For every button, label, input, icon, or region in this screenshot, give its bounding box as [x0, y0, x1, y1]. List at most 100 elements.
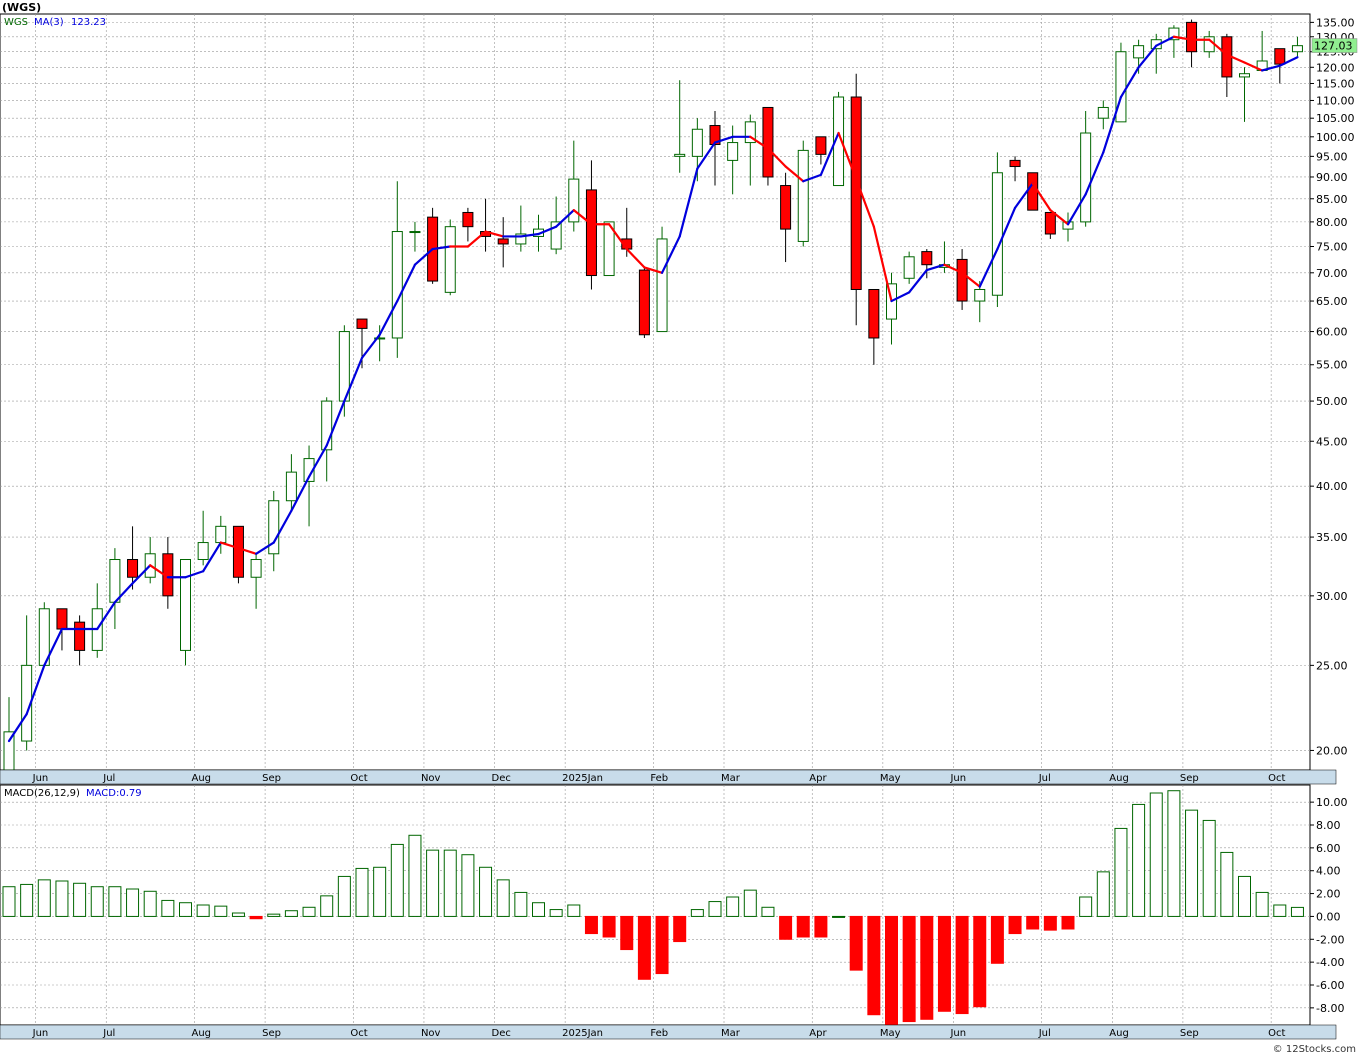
candle-body — [1080, 132, 1092, 223]
ma3-segment — [908, 268, 928, 294]
candle-body — [691, 128, 703, 157]
candle — [638, 267, 650, 338]
candle-body — [180, 559, 191, 651]
candle — [744, 114, 756, 186]
ma3-segment — [96, 601, 117, 631]
macd-bar — [885, 915, 898, 1026]
ma3-segment — [960, 271, 981, 288]
candle-body — [109, 559, 121, 603]
macd-bar — [726, 896, 740, 917]
candle — [780, 172, 792, 263]
ma3-segment — [7, 713, 28, 743]
price-y-tick-label: 135.00 — [1316, 16, 1355, 29]
candle-body — [1027, 172, 1039, 211]
candle-body — [815, 136, 827, 155]
price-y-tick-label: 45.00 — [1316, 435, 1348, 448]
ma3-segment — [572, 209, 593, 226]
ma3-segment — [1208, 38, 1228, 56]
macd-bar — [990, 915, 1004, 964]
ma3-segment — [131, 564, 152, 585]
ma3-segment — [290, 475, 311, 512]
candle — [285, 454, 297, 511]
macd-bar — [832, 915, 846, 918]
macd-bar — [743, 889, 757, 917]
ma3-segment — [149, 564, 169, 579]
candle-body — [991, 172, 1003, 296]
macd-bar — [602, 915, 616, 938]
candle — [868, 288, 880, 365]
macd-bar — [514, 891, 528, 917]
candle-body — [1009, 159, 1021, 168]
macd-bar — [443, 849, 457, 917]
legend-ma-value: 123.23 — [71, 17, 106, 28]
candle-body — [1168, 27, 1180, 41]
macd-bar — [143, 890, 157, 917]
macd-bar — [249, 915, 263, 920]
ma3-segment — [1013, 182, 1034, 209]
candle-body — [780, 185, 792, 230]
macd-bar — [284, 910, 298, 917]
price-y-tick-label: 90.00 — [1316, 171, 1348, 184]
ma3-segment — [1102, 95, 1123, 154]
candle-body — [762, 106, 774, 178]
legend-macd-value: MACD:0.79 — [86, 788, 142, 799]
candle-body — [656, 238, 668, 333]
date-tick-label: Sep — [262, 773, 281, 784]
candle-body — [497, 238, 509, 245]
macd-bar — [390, 843, 404, 917]
date-tick-label: Jul — [1038, 773, 1051, 784]
macd-bar — [1290, 906, 1304, 917]
candle — [797, 140, 809, 247]
candle-body — [250, 559, 262, 578]
candle-body — [1239, 73, 1250, 78]
price-y-tick-label: 60.00 — [1316, 326, 1348, 339]
macd-histogram — [2, 790, 1304, 1026]
ma3-segment — [519, 232, 540, 238]
ma3-segment — [925, 263, 946, 272]
ma3-segment — [1137, 44, 1158, 69]
macd-bar — [408, 834, 422, 917]
macd-y-tick-label: 4.00 — [1316, 865, 1341, 878]
ma3-segment — [555, 209, 575, 228]
candle-body — [833, 96, 845, 187]
date-tick-label: Jun — [949, 1028, 966, 1039]
ma3-segment — [113, 582, 134, 604]
price-y-tick-label: 25.00 — [1316, 659, 1348, 672]
ma3-segment — [766, 147, 787, 168]
candle-body — [321, 400, 333, 451]
candle-body — [903, 256, 915, 279]
date-tick-label: Mar — [721, 773, 741, 784]
macd-bar — [655, 915, 669, 975]
candle — [444, 219, 456, 296]
price-y-tick-label: 35.00 — [1316, 531, 1348, 544]
last-price-label: 127.03 — [1314, 40, 1353, 53]
candle — [515, 205, 527, 252]
ma3-segment — [713, 135, 734, 144]
candle — [268, 490, 280, 572]
macd-bar — [1202, 819, 1216, 917]
ma3-segment — [943, 263, 964, 274]
ma3-segment — [378, 299, 399, 336]
macd-bar — [1238, 875, 1251, 917]
price-y-tick-label: 105.00 — [1316, 112, 1355, 125]
ma3-segment — [696, 141, 717, 170]
price-y-tick-label: 55.00 — [1316, 359, 1348, 372]
macd-bar — [231, 912, 245, 917]
price-y-tick-label: 50.00 — [1316, 395, 1348, 408]
macd-bar — [708, 901, 722, 917]
ma3-segment — [272, 509, 293, 544]
price-panel — [0, 13, 1311, 771]
price-y-tick-label: 115.00 — [1316, 78, 1355, 91]
candle-body — [727, 142, 739, 161]
ma3-segment — [1119, 66, 1140, 99]
ma3-segment — [466, 230, 487, 248]
ma3-segment — [660, 235, 681, 274]
candle — [1080, 111, 1092, 227]
ma3-segment — [1225, 53, 1246, 64]
macd-bar — [567, 904, 581, 917]
date-tick-label: Jul — [102, 773, 115, 784]
macd-bar — [761, 906, 775, 917]
macd-bar — [320, 895, 334, 917]
legend-macd-params: MACD(26,12,9) — [4, 788, 80, 799]
